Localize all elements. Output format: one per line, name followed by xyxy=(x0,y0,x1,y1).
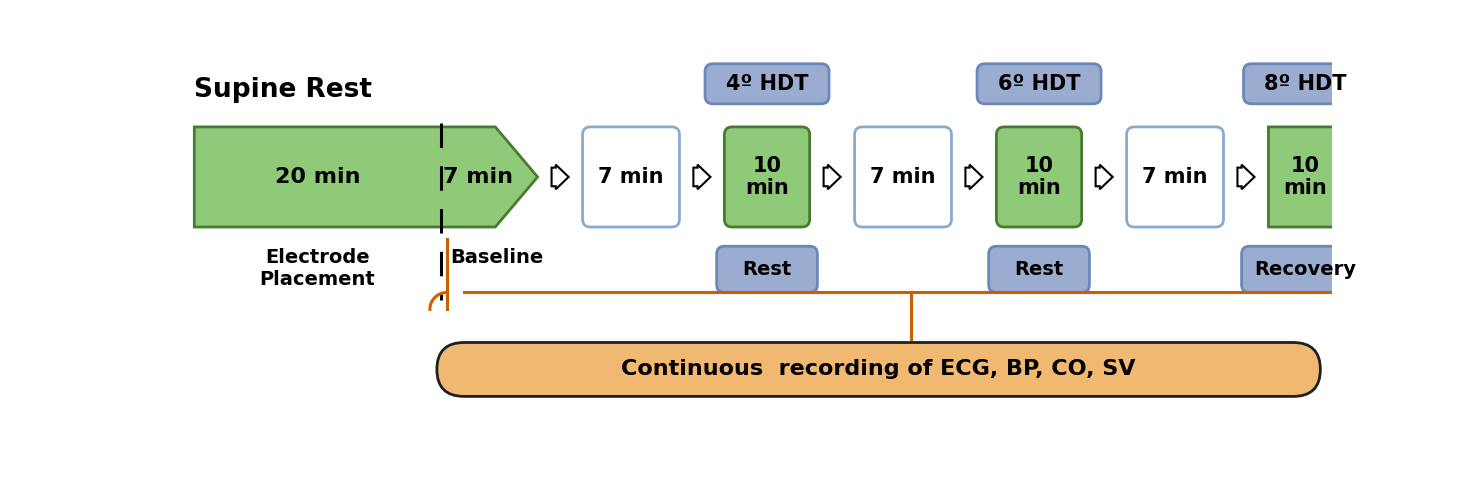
FancyBboxPatch shape xyxy=(724,127,810,227)
FancyBboxPatch shape xyxy=(1243,64,1368,104)
Text: 7 min: 7 min xyxy=(598,167,663,187)
FancyBboxPatch shape xyxy=(996,127,1082,227)
Text: Continuous  recording of ECG, BP, CO, SV: Continuous recording of ECG, BP, CO, SV xyxy=(622,360,1135,380)
Text: Baseline: Baseline xyxy=(450,248,543,267)
FancyBboxPatch shape xyxy=(977,64,1101,104)
Text: 7 min: 7 min xyxy=(443,167,512,187)
Text: 7 min: 7 min xyxy=(870,167,935,187)
FancyBboxPatch shape xyxy=(583,127,679,227)
FancyBboxPatch shape xyxy=(1126,127,1224,227)
Text: Recovery: Recovery xyxy=(1255,260,1357,279)
Polygon shape xyxy=(1095,165,1113,189)
FancyBboxPatch shape xyxy=(989,246,1089,292)
Text: Rest: Rest xyxy=(1014,260,1064,279)
Polygon shape xyxy=(823,165,841,189)
Polygon shape xyxy=(965,165,983,189)
FancyBboxPatch shape xyxy=(1242,246,1369,292)
FancyBboxPatch shape xyxy=(854,127,952,227)
FancyBboxPatch shape xyxy=(704,64,829,104)
Text: 8º HDT: 8º HDT xyxy=(1264,74,1347,94)
Text: 4º HDT: 4º HDT xyxy=(725,74,808,94)
Text: 10
min: 10 min xyxy=(1017,156,1061,198)
Polygon shape xyxy=(1268,127,1396,227)
Polygon shape xyxy=(1237,165,1255,189)
Polygon shape xyxy=(694,165,710,189)
Polygon shape xyxy=(552,165,568,189)
Text: 10
min: 10 min xyxy=(1283,156,1328,198)
Polygon shape xyxy=(194,127,537,227)
Text: Rest: Rest xyxy=(743,260,792,279)
Text: 7 min: 7 min xyxy=(1143,167,1208,187)
Text: Supine Rest: Supine Rest xyxy=(194,77,373,103)
FancyBboxPatch shape xyxy=(437,343,1320,396)
Text: 6º HDT: 6º HDT xyxy=(998,74,1080,94)
Text: 20 min: 20 min xyxy=(275,167,360,187)
Text: 10
min: 10 min xyxy=(744,156,789,198)
Text: Electrode
Placement: Electrode Placement xyxy=(259,248,376,289)
FancyBboxPatch shape xyxy=(716,246,817,292)
